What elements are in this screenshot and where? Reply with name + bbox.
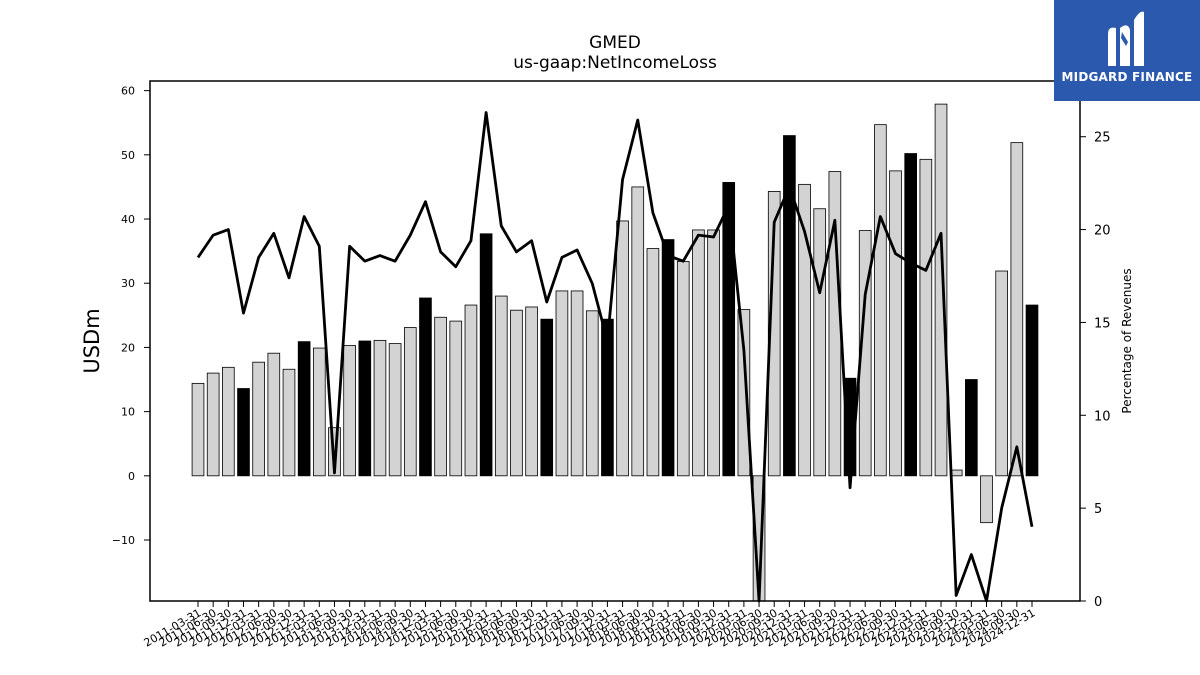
bar xyxy=(995,270,1008,477)
y-axis-label: USDm xyxy=(80,308,104,373)
y-tick-label: 60 xyxy=(121,85,135,98)
bar xyxy=(919,158,933,477)
bar xyxy=(798,183,811,477)
y-tick-label: 20 xyxy=(121,341,135,354)
bar xyxy=(510,309,523,477)
y-tick-label: 10 xyxy=(121,406,135,419)
bar xyxy=(585,310,599,477)
logo-text: MIDGARD FINANCE xyxy=(1061,70,1193,84)
bar xyxy=(343,345,356,477)
bar xyxy=(494,295,508,477)
bar xyxy=(646,248,660,477)
y2-tick-label: 0 xyxy=(1094,595,1102,610)
bar xyxy=(464,304,478,477)
bar xyxy=(297,341,311,477)
right-y-axis: 0 5 10 15 20 25 xyxy=(1080,131,1111,610)
y-tick-label: 40 xyxy=(121,213,135,226)
bar xyxy=(904,153,918,477)
bar xyxy=(828,171,842,477)
bar xyxy=(373,339,387,477)
logo-mark-icon xyxy=(1108,11,1144,67)
bar xyxy=(783,135,796,477)
bar xyxy=(737,309,751,477)
bar xyxy=(282,368,296,477)
y-tick-label: 30 xyxy=(121,277,135,290)
bar xyxy=(570,290,584,477)
midgard-finance-logo: MIDGARD FINANCE xyxy=(1054,0,1200,101)
bar xyxy=(874,124,887,477)
bar xyxy=(434,316,447,477)
y-tick-label: 0 xyxy=(128,470,135,483)
bar xyxy=(616,220,629,477)
bar xyxy=(980,475,993,524)
bar xyxy=(449,320,463,477)
bar xyxy=(813,208,827,477)
right-y-axis-label: Percentage of Revenues xyxy=(1120,268,1134,413)
bar xyxy=(555,290,569,477)
bar xyxy=(191,382,205,477)
bar xyxy=(237,388,250,477)
bar xyxy=(479,233,493,477)
bar xyxy=(1025,304,1039,477)
y2-tick-label: 25 xyxy=(1094,131,1111,146)
bar xyxy=(934,103,948,477)
bar xyxy=(601,318,614,477)
y2-tick-label: 10 xyxy=(1094,409,1111,424)
y2-tick-label: 5 xyxy=(1094,502,1102,517)
percentage-line-series xyxy=(196,111,1034,603)
bar xyxy=(767,191,781,477)
chart-subtitle: us-gaap:NetIncomeLoss xyxy=(513,53,717,73)
bar xyxy=(540,318,554,477)
bar xyxy=(1010,142,1024,477)
bar xyxy=(965,379,978,477)
bar xyxy=(661,239,675,477)
bar xyxy=(692,229,705,477)
bar xyxy=(631,186,645,477)
percentage-line xyxy=(196,111,1034,603)
bar xyxy=(419,297,432,477)
bar xyxy=(206,372,220,477)
bar xyxy=(889,170,902,477)
x-axis: 2011-03-312011-06-302011-09-302011-12-31… xyxy=(142,601,1038,650)
bar xyxy=(676,260,690,477)
y-tick-label: −10 xyxy=(112,534,135,547)
plot-frame xyxy=(149,80,1081,602)
bar xyxy=(403,327,417,477)
bar xyxy=(525,306,538,477)
left-y-axis: −10 0 10 20 30 40 50 60 xyxy=(112,85,150,547)
bar xyxy=(388,343,402,477)
bar xyxy=(312,347,326,477)
y-tick-label: 50 xyxy=(121,149,135,162)
bar-series xyxy=(191,103,1039,602)
bar xyxy=(328,427,341,477)
y2-tick-label: 15 xyxy=(1094,316,1111,331)
chart-title: GMED xyxy=(589,33,641,53)
bar xyxy=(222,366,235,477)
bar xyxy=(722,182,736,477)
bar xyxy=(252,361,265,477)
bar xyxy=(707,229,720,477)
bar xyxy=(267,352,281,477)
y2-tick-label: 20 xyxy=(1094,224,1111,239)
bar xyxy=(358,340,372,477)
